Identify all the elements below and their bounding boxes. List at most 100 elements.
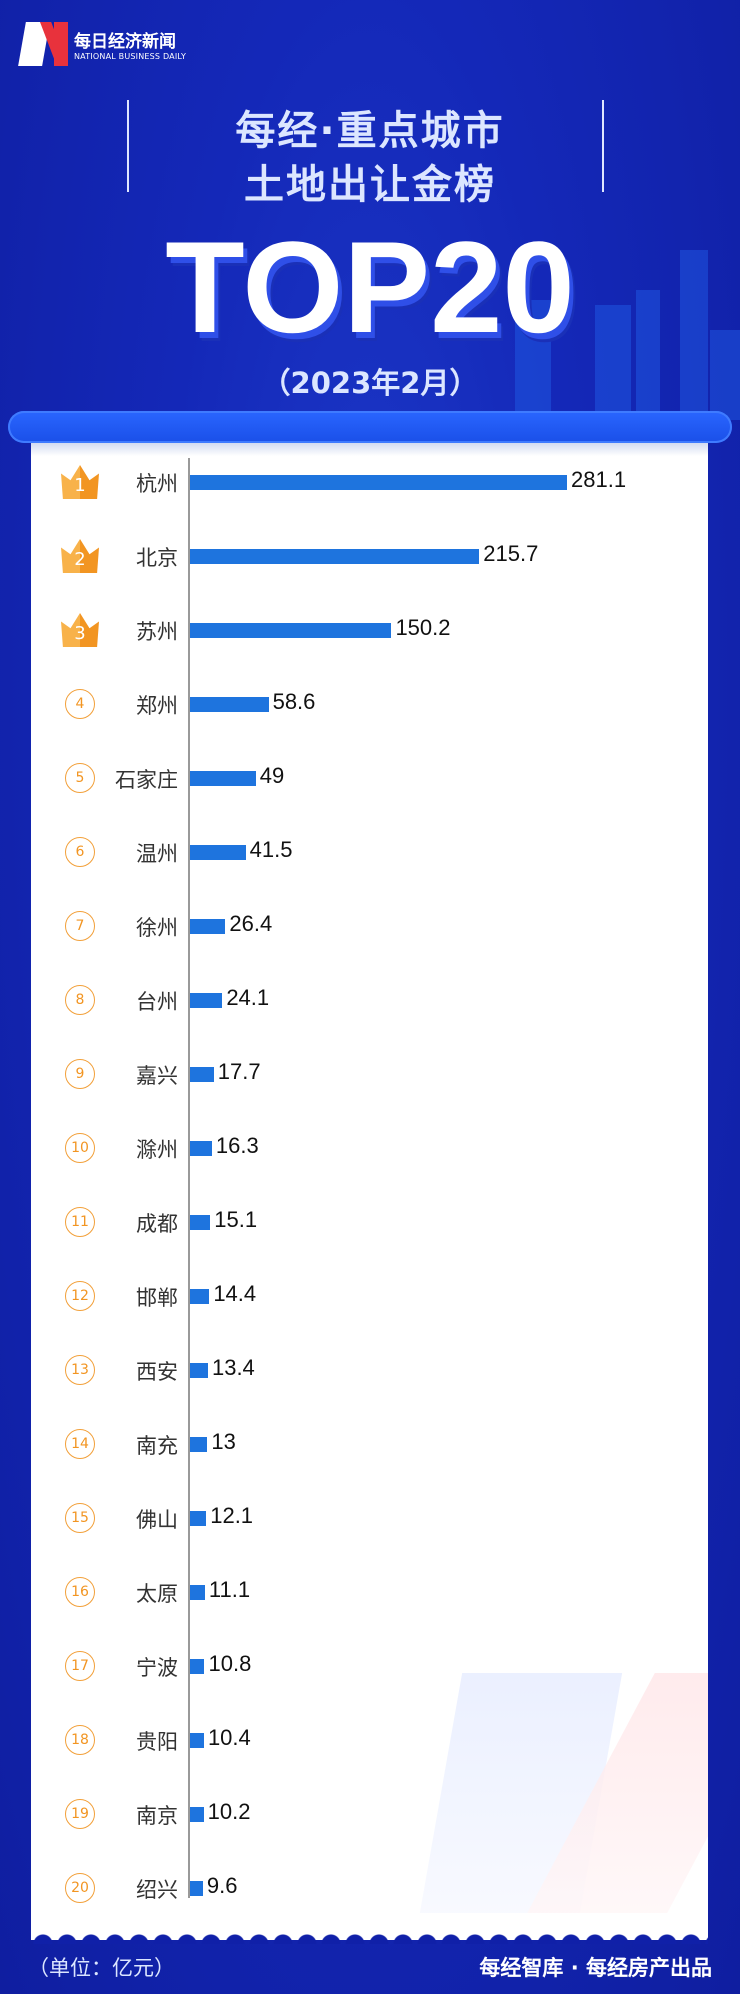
bar-row: 20 绍兴 9.6 <box>31 1868 708 1908</box>
unit-label: （单位：亿元） <box>28 1956 175 1980</box>
bar-row: 18 贵阳 10.4 <box>31 1720 708 1760</box>
bar <box>190 993 223 1008</box>
category-label: 南充 <box>136 1434 178 1458</box>
data-label: 11.1 <box>208 1577 251 1602</box>
bar-row: 17 宁波 10.8 <box>31 1646 708 1686</box>
bar-row: 12 邯郸 14.4 <box>31 1276 708 1316</box>
circle-rank-icon: 10 <box>61 1132 99 1164</box>
rank-number: 12 <box>65 1281 95 1311</box>
rank-number: 17 <box>65 1651 95 1681</box>
circle-rank-icon: 5 <box>61 762 99 794</box>
circle-rank-icon: 15 <box>61 1502 99 1534</box>
date-subtitle: （2023年2月） <box>261 366 479 400</box>
data-label: 24.1 <box>226 985 270 1010</box>
circle-rank-icon: 17 <box>61 1650 99 1682</box>
bar <box>190 1511 207 1526</box>
bar-row: 3 苏州 150.2 <box>31 610 708 650</box>
rank-number: 3 <box>61 613 99 647</box>
rank-number: 10 <box>65 1133 95 1163</box>
category-label: 南京 <box>136 1804 178 1828</box>
rank-number: 9 <box>65 1059 95 1089</box>
scroll-rail <box>8 411 732 443</box>
crown-rank-icon: 3 <box>61 613 99 647</box>
bar <box>190 1363 208 1378</box>
category-label: 西安 <box>136 1360 178 1384</box>
bar-row: 15 佛山 12.1 <box>31 1498 708 1538</box>
bar <box>190 1585 205 1600</box>
bar-row: 19 南京 10.2 <box>31 1794 708 1834</box>
rank-number: 18 <box>65 1725 95 1755</box>
bar-row: 2 北京 215.7 <box>31 536 708 576</box>
y-axis-line <box>188 458 190 1898</box>
bar <box>190 475 567 490</box>
category-label: 邯郸 <box>136 1286 178 1310</box>
rank-number: 19 <box>65 1799 95 1829</box>
crown-rank-icon: 2 <box>61 539 99 573</box>
bar <box>190 549 480 564</box>
bar <box>190 1141 212 1156</box>
title-line2: 土地出让金榜 <box>244 162 496 208</box>
category-label: 太原 <box>136 1582 178 1606</box>
circle-rank-icon: 18 <box>61 1724 99 1756</box>
circle-rank-icon: 14 <box>61 1428 99 1460</box>
credit-label: 每经智库 · 每经房产出品 <box>479 1956 712 1980</box>
divider-left <box>127 100 129 192</box>
bar <box>190 623 392 638</box>
bar-row: 13 西安 13.4 <box>31 1350 708 1390</box>
data-label: 10.8 <box>208 1651 252 1676</box>
data-label: 281.1 <box>571 467 627 492</box>
circle-rank-icon: 9 <box>61 1058 99 1090</box>
data-label: 10.4 <box>207 1725 251 1750</box>
data-label: 17.7 <box>217 1059 261 1084</box>
category-label: 滁州 <box>136 1138 178 1162</box>
data-label: 49 <box>259 763 285 788</box>
category-label: 宁波 <box>136 1656 178 1680</box>
bar <box>190 1437 208 1452</box>
bar <box>190 1807 204 1822</box>
bar-row: 6 温州 41.5 <box>31 832 708 872</box>
category-label: 台州 <box>136 990 178 1014</box>
data-label: 26.4 <box>229 911 273 936</box>
data-label: 13 <box>211 1429 236 1454</box>
chart-card: 1 杭州 281.1 2 北京 215.7 3 苏州 150.2 4 郑州 58.6 5 石家庄 49 6 温州… <box>31 428 708 1940</box>
bar-row: 16 太原 11.1 <box>31 1572 708 1612</box>
category-label: 苏州 <box>136 620 178 644</box>
bar-row: 7 徐州 26.4 <box>31 906 708 946</box>
rank-number: 20 <box>65 1873 95 1903</box>
logo-name-cn: 每日经济新闻 <box>74 32 176 52</box>
rank-number: 8 <box>65 985 95 1015</box>
crown-rank-icon: 1 <box>61 465 99 499</box>
data-label: 215.7 <box>483 541 539 566</box>
rank-number: 7 <box>65 911 95 941</box>
data-label: 58.6 <box>272 689 316 714</box>
circle-rank-icon: 4 <box>61 688 99 720</box>
category-label: 北京 <box>136 546 178 570</box>
category-label: 杭州 <box>136 472 178 496</box>
circle-rank-icon: 7 <box>61 910 99 942</box>
bar-row: 8 台州 24.1 <box>31 980 708 1020</box>
title-line1: 每经·重点城市 <box>235 108 505 154</box>
rank-number: 14 <box>65 1429 95 1459</box>
rank-number: 16 <box>65 1577 95 1607</box>
rank-number: 13 <box>65 1355 95 1385</box>
bar-row: 10 滁州 16.3 <box>31 1128 708 1168</box>
bar <box>190 919 226 934</box>
category-label: 嘉兴 <box>136 1064 178 1088</box>
bar-row: 4 郑州 58.6 <box>31 684 708 724</box>
category-label: 郑州 <box>136 694 178 718</box>
divider-right <box>602 100 604 192</box>
bar <box>190 1289 210 1304</box>
category-label: 徐州 <box>136 916 178 940</box>
data-label: 13.4 <box>211 1355 255 1380</box>
bar <box>190 1881 203 1896</box>
data-label: 14.4 <box>213 1281 257 1306</box>
bar <box>190 1733 204 1748</box>
category-label: 佛山 <box>136 1508 178 1532</box>
circle-rank-icon: 8 <box>61 984 99 1016</box>
rank-number: 15 <box>65 1503 95 1533</box>
data-label: 150.2 <box>395 615 451 640</box>
rank-number: 5 <box>65 763 95 793</box>
bar-row: 9 嘉兴 17.7 <box>31 1054 708 1094</box>
bar-row: 5 石家庄 49 <box>31 758 708 798</box>
circle-rank-icon: 13 <box>61 1354 99 1386</box>
